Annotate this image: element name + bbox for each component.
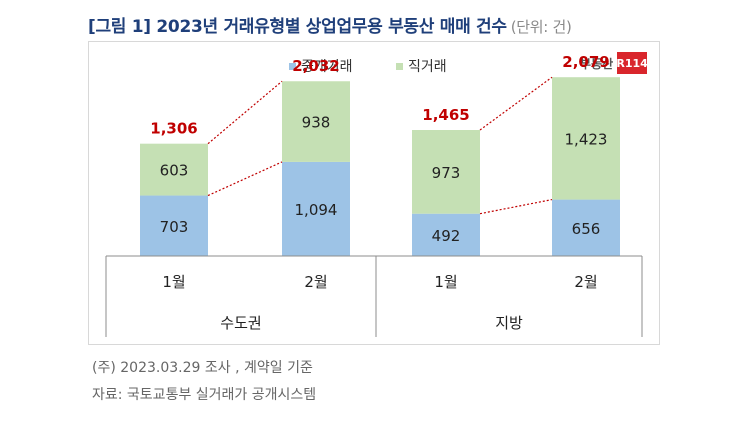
legend-swatch-2 (396, 63, 403, 70)
logo-badge: R114 (616, 52, 648, 74)
value-label-broker-4: 656 (572, 220, 601, 238)
legend-label-1: 중개거래 (301, 59, 353, 75)
legend-label-2: 직거래 (408, 59, 447, 75)
bar-segment-direct-1 (140, 143, 208, 196)
group-label-1: 수도권 (220, 314, 261, 332)
connector-total-2 (479, 76, 553, 131)
connector-total-1 (207, 80, 283, 145)
value-label-broker-3: 492 (432, 227, 461, 245)
value-label-direct-1: 603 (160, 162, 189, 180)
chart-title-text: [그림 1] 2023년 거래유형별 상업업무용 부동산 매매 건수 (88, 17, 507, 37)
value-label-broker-2: 1,094 (295, 201, 338, 219)
connector-broker-2 (479, 198, 553, 215)
bar-segment-direct-3 (412, 130, 480, 214)
bar-segment-direct-4 (552, 77, 620, 200)
connector-broker-1 (207, 161, 283, 197)
category-label-2: 2월 (304, 273, 327, 291)
bar-segment-direct-2 (282, 81, 350, 162)
footnote: (주) 2023.03.29 조사 , 계약일 기준 (92, 360, 313, 376)
group-label-2: 지방 (495, 314, 523, 332)
value-label-broker-1: 703 (160, 218, 189, 236)
chart-title: [그림 1] 2023년 거래유형별 상업업무용 부동산 매매 건수 (단위: 건… (88, 12, 572, 37)
value-label-direct-4: 1,423 (565, 130, 608, 148)
bar-segment-broker-3 (412, 213, 480, 256)
logo-text: 부동산 (580, 56, 614, 71)
legend-swatch-1 (289, 63, 296, 70)
total-label-2: 2,032 (292, 57, 339, 75)
total-label-4: 2,079 (562, 53, 609, 71)
total-label-1: 1,306 (150, 120, 197, 138)
value-label-direct-3: 973 (432, 164, 461, 182)
bar-segment-broker-4 (552, 199, 620, 256)
bar-segment-broker-1 (140, 195, 208, 256)
r114-logo: 부동산 R114 (580, 52, 648, 74)
category-label-3: 1월 (434, 273, 457, 291)
total-label-3: 1,465 (422, 106, 469, 124)
category-label-4: 2월 (574, 273, 597, 291)
bar-segment-broker-2 (282, 161, 350, 256)
category-label-1: 1월 (162, 273, 185, 291)
value-label-direct-2: 938 (302, 114, 331, 132)
unit-label: (단위: 건) (510, 18, 572, 36)
source-note: 자료: 국토교통부 실거래가 공개시스템 (92, 387, 317, 403)
